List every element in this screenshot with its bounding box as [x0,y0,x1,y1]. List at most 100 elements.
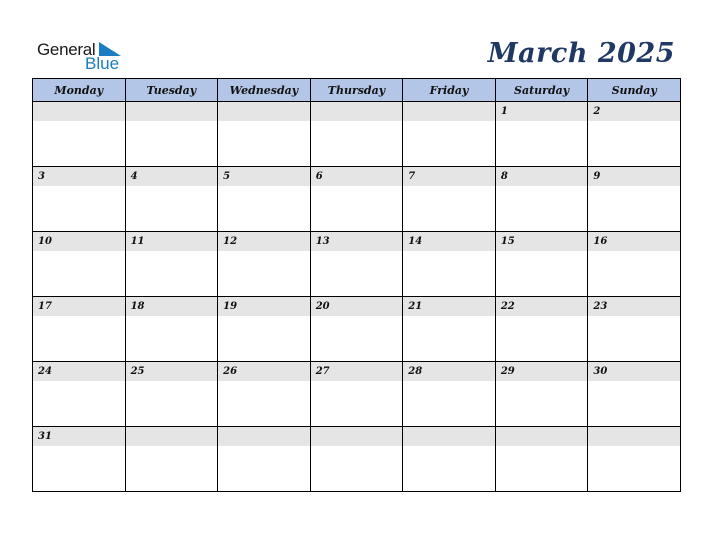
day-cell[interactable]: 20 [309,296,404,362]
day-number: 6 [310,167,403,186]
day-number: 7 [403,167,495,186]
day-cell[interactable]: 28 [402,361,496,427]
day-number: 29 [495,362,588,381]
day-number [125,427,218,446]
day-number: 24 [33,362,125,381]
day-number: 28 [403,362,495,381]
day-cell[interactable] [402,101,496,167]
day-cell[interactable]: 16 [587,231,681,297]
day-cell[interactable] [124,101,219,167]
day-cell[interactable]: 31 [32,426,126,492]
day-number: 18 [125,297,218,316]
logo-text-blue: Blue [85,54,120,73]
day-cell[interactable] [494,426,589,492]
day-number [403,102,495,121]
day-cell[interactable]: 23 [587,296,681,362]
day-number: 21 [403,297,495,316]
day-cell[interactable]: 4 [124,166,219,232]
day-cell[interactable]: 25 [124,361,219,427]
day-cell[interactable] [32,101,126,167]
day-number: 3 [33,167,125,186]
day-cell[interactable]: 13 [309,231,404,297]
day-cell[interactable] [309,101,404,167]
day-cell[interactable]: 6 [309,166,404,232]
day-cell[interactable]: 3 [32,166,126,232]
day-number: 11 [125,232,218,251]
day-cell[interactable]: 17 [32,296,126,362]
week-row: 31 [32,426,681,492]
day-cell[interactable]: 21 [402,296,496,362]
day-number: 5 [218,167,310,186]
weekday-header: Saturday [494,78,589,102]
day-number: 16 [588,232,680,251]
week-row: 17 18 19 20 21 22 23 [32,296,681,362]
day-number: 26 [218,362,310,381]
day-number: 25 [125,362,218,381]
day-number [125,102,218,121]
day-cell[interactable]: 12 [217,231,311,297]
day-cell[interactable] [217,101,311,167]
logo-text-general: General [37,40,96,59]
day-cell[interactable]: 29 [494,361,589,427]
day-cell[interactable] [587,426,681,492]
day-number: 14 [403,232,495,251]
day-number: 12 [218,232,310,251]
week-row: 24 25 26 27 28 29 30 [32,361,681,427]
weekday-header: Sunday [587,78,681,102]
day-cell[interactable]: 15 [494,231,589,297]
day-number: 23 [588,297,680,316]
weekday-header: Tuesday [124,78,219,102]
day-number: 19 [218,297,310,316]
day-cell[interactable] [402,426,496,492]
calendar-grid: Monday Tuesday Wednesday Thursday Friday Satu… [32,78,681,492]
day-number: 4 [125,167,218,186]
day-cell[interactable]: 10 [32,231,126,297]
week-row: 10 11 12 13 14 15 16 [32,231,681,297]
day-number: 20 [310,297,403,316]
logo-triangle-icon [99,42,121,56]
day-number [495,427,588,446]
day-cell[interactable]: 1 [494,101,589,167]
day-number: 27 [310,362,403,381]
day-cell[interactable]: 18 [124,296,219,362]
day-number: 1 [495,102,588,121]
day-cell[interactable]: 11 [124,231,219,297]
day-cell[interactable]: 5 [217,166,311,232]
day-cell[interactable]: 14 [402,231,496,297]
day-cell[interactable]: 22 [494,296,589,362]
day-number [218,102,310,121]
day-cell[interactable]: 9 [587,166,681,232]
day-number: 31 [33,427,125,446]
day-number: 13 [310,232,403,251]
day-number: 17 [33,297,125,316]
weekday-header: Wednesday [217,78,311,102]
day-number: 9 [588,167,680,186]
day-cell[interactable]: 8 [494,166,589,232]
day-number [403,427,495,446]
day-number: 15 [495,232,588,251]
day-number: 2 [588,102,680,121]
weekday-header: Friday [402,78,496,102]
day-cell[interactable] [309,426,404,492]
day-cell[interactable]: 24 [32,361,126,427]
day-number: 8 [495,167,588,186]
day-cell[interactable]: 26 [217,361,311,427]
day-number [33,102,125,121]
day-cell[interactable]: 30 [587,361,681,427]
day-number [310,102,403,121]
day-number [588,427,680,446]
day-cell[interactable] [217,426,311,492]
day-number [218,427,310,446]
day-cell[interactable] [124,426,219,492]
day-cell[interactable]: 19 [217,296,311,362]
day-cell[interactable]: 2 [587,101,681,167]
day-cell[interactable]: 27 [309,361,404,427]
generalblue-logo: General Blue [37,40,127,74]
calendar-title: March 2025 [487,38,675,69]
day-number: 10 [33,232,125,251]
weekday-header: Monday [32,78,126,102]
day-number: 22 [495,297,588,316]
day-cell[interactable]: 7 [402,166,496,232]
